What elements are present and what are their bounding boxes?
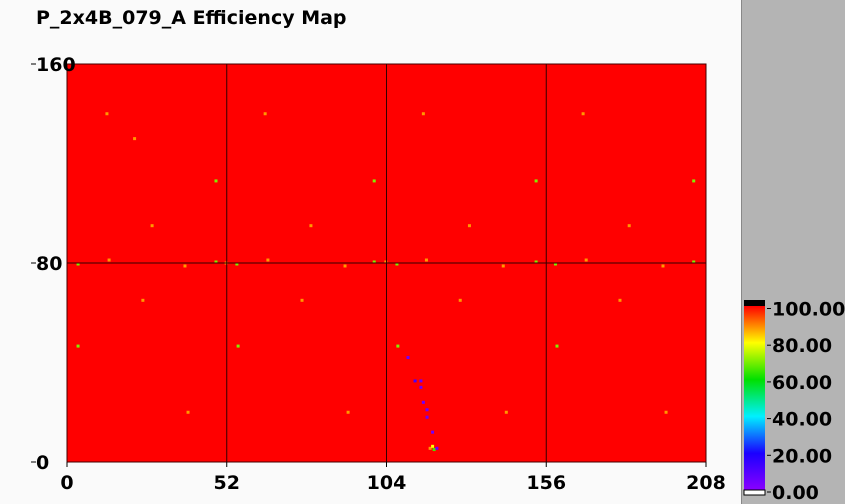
heatmap-cell <box>421 400 425 404</box>
colorbar-tick-label: 60.00 <box>772 372 832 394</box>
heatmap-cell <box>618 298 622 302</box>
heatmap-cell <box>186 410 190 414</box>
x-tick-label: 156 <box>526 472 566 494</box>
colorbar-gradient <box>744 306 765 490</box>
heatmap-cell <box>384 260 388 264</box>
heatmap-cell <box>396 344 400 348</box>
heatmap-cell <box>372 179 376 183</box>
heatmap-cell <box>141 298 145 302</box>
colorbar-tick-label: 20.00 <box>772 445 832 467</box>
heatmap-cell <box>413 379 417 383</box>
x-tick-label: 52 <box>214 472 240 494</box>
heatmap-cell <box>467 224 471 228</box>
heatmap-cell <box>236 344 240 348</box>
colorbar-tick-label: 100.00 <box>772 299 845 321</box>
heatmap-cell <box>553 262 557 266</box>
heatmap-cell <box>309 224 313 228</box>
heatmap-cell <box>263 112 267 116</box>
heatmap-cell <box>431 430 435 434</box>
heatmap-cell <box>555 344 559 348</box>
heatmap-cell <box>664 410 668 414</box>
heatmap-cell <box>458 298 462 302</box>
heatmap-cell <box>432 448 436 452</box>
colorbar-bottom-cap <box>743 489 766 496</box>
heatmap-cell <box>76 262 80 266</box>
heatmap-cell <box>534 179 538 183</box>
y-tick-label: 0 <box>36 452 49 474</box>
colorbar-tick-label: 0.00 <box>772 482 819 504</box>
heatmap-cell <box>425 408 429 412</box>
heatmap-cell <box>504 410 508 414</box>
heatmap-cell <box>419 379 423 383</box>
heatmap-cell <box>266 258 270 262</box>
heatmap-cell <box>431 444 435 448</box>
chart-title: P_2x4B_079_A Efficiency Map <box>36 7 347 29</box>
y-tick-label: 80 <box>36 253 62 275</box>
heatmap-cell <box>406 356 410 360</box>
heatmap-cell <box>534 260 538 264</box>
heatmap-cell <box>501 264 505 268</box>
heatmap-cell <box>76 344 80 348</box>
heatmap-cell <box>661 264 665 268</box>
heatmap-cell <box>421 112 425 116</box>
heatmap-cell <box>692 179 696 183</box>
heatmap-cell <box>214 179 218 183</box>
x-tick-label: 0 <box>60 472 73 494</box>
y-tick-label: 160 <box>36 54 76 76</box>
heatmap-cell <box>300 298 304 302</box>
heatmap-cell <box>584 258 588 262</box>
heatmap-cell <box>428 446 432 450</box>
heatmap-cell <box>150 224 154 228</box>
heatmap-cell <box>214 260 218 264</box>
colorbar-tick-label: 80.00 <box>772 335 832 357</box>
colorbar-top-cap <box>744 300 765 306</box>
x-tick-label: 104 <box>367 472 407 494</box>
heatmap-cell <box>419 385 423 389</box>
heatmap-cell <box>346 410 350 414</box>
heatmap-cell <box>581 112 585 116</box>
heatmap-cell <box>435 446 439 450</box>
heatmap-cell <box>235 262 239 266</box>
heatmap-cell <box>343 264 347 268</box>
heatmap-cell <box>372 260 376 264</box>
heatmap-cell <box>425 415 429 419</box>
x-tick-label: 208 <box>686 472 726 494</box>
heatmap-cell <box>133 137 137 141</box>
colorbar: 0.00 20.00 40.00 60.00 80.00 100.00 <box>743 299 845 504</box>
heatmap-cell <box>424 258 428 262</box>
heatmap-cell <box>692 260 696 264</box>
colorbar-tick-label: 40.00 <box>772 409 832 431</box>
heatmap-cell <box>627 224 631 228</box>
heatmap-cell <box>105 112 109 116</box>
heatmap-cell <box>395 262 399 266</box>
heatmap-cell <box>183 264 187 268</box>
heatmap-cell <box>107 258 111 262</box>
